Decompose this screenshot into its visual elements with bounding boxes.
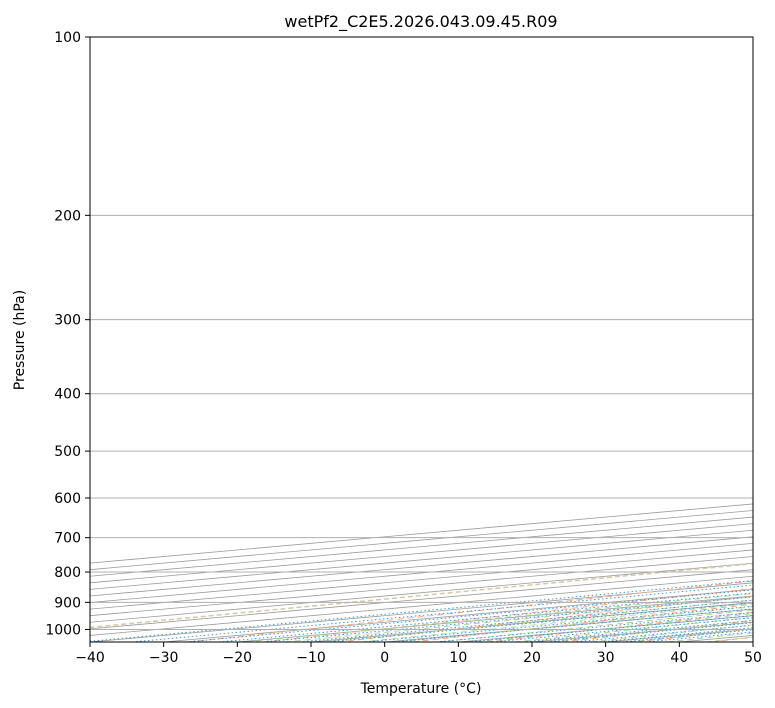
x-axis: −40 −30 −20 −10 0 10 20 30 40 50	[75, 642, 762, 666]
y-axis-title: Pressure (hPa)	[12, 290, 28, 390]
x-tick-label: −20	[223, 650, 253, 666]
y-tick-label: 300	[54, 313, 81, 329]
y-tick-label: 800	[54, 565, 81, 581]
isotherm-line	[90, 503, 753, 564]
isotherm-line	[90, 516, 753, 577]
plot-frame	[89, 36, 754, 643]
dry-adiabat-line	[188, 580, 753, 642]
y-tick-label: 900	[54, 595, 81, 611]
x-tick-label: −40	[75, 650, 105, 666]
mixing-ratio-line	[185, 589, 753, 642]
x-tick-label: 50	[744, 650, 762, 666]
y-tick-label: 100	[54, 30, 81, 46]
y-axis: 100 200 300 400 500 600 700 800 900 1000	[45, 30, 90, 638]
mixing-ratio-line	[218, 592, 753, 642]
y-tick-label: 500	[54, 444, 81, 460]
x-tick-label: −10	[296, 650, 326, 666]
isotherm-line	[90, 529, 753, 590]
x-tick-label: 40	[670, 650, 688, 666]
x-tick-label: 10	[449, 650, 467, 666]
x-tick-label: 30	[597, 650, 615, 666]
y-tick-label: 700	[54, 531, 81, 547]
background-lines	[90, 503, 753, 642]
isotherm-line	[90, 510, 753, 571]
dry-adiabat-line	[338, 595, 753, 642]
y-tick-label: 400	[54, 387, 81, 403]
y-tick-label: 600	[54, 491, 81, 507]
y-tick-label: 1000	[45, 622, 81, 638]
mixing-ratio-line	[262, 596, 753, 642]
isotherm-line	[90, 523, 753, 584]
mixing-ratio-line	[299, 599, 753, 642]
moist-adiabat-line	[246, 593, 753, 642]
x-tick-label: 0	[380, 650, 389, 666]
x-axis-title: Temperature (°C)	[360, 681, 482, 697]
y-tick-label: 200	[54, 208, 81, 224]
x-tick-label: 20	[523, 650, 541, 666]
x-tick-label: −30	[149, 650, 179, 666]
isotherm-line	[90, 536, 753, 597]
pressure-grid	[90, 37, 753, 630]
chart-title: wetPf2_C2E5.2026.043.09.45.R09	[284, 12, 557, 32]
